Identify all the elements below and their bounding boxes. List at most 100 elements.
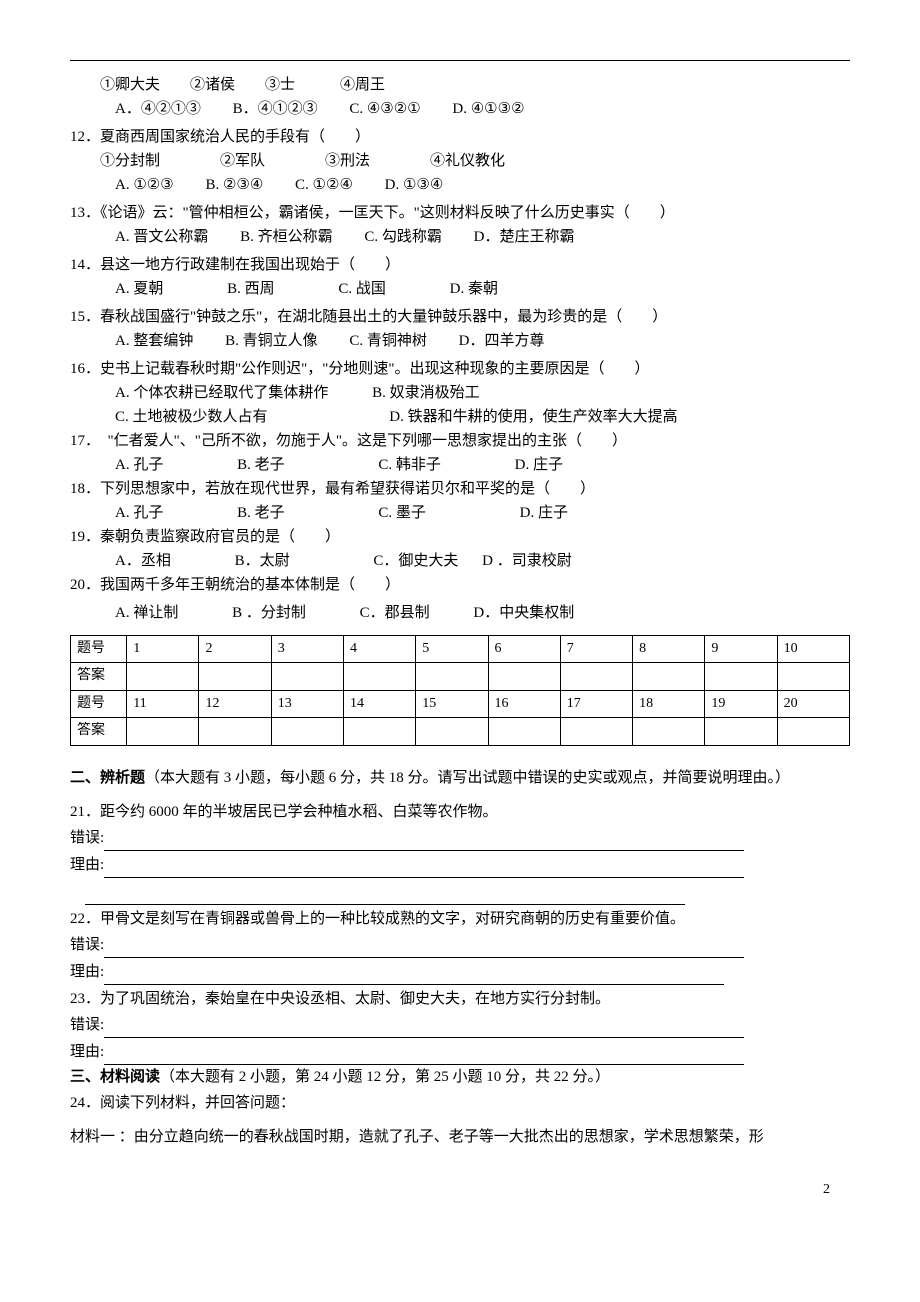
cell[interactable] [777, 718, 849, 745]
q11-choice-a: A．④②①③ [115, 97, 201, 121]
q11-options-enum: ①卿大夫 ②诸侯 ③士 ④周王 [70, 73, 850, 97]
cell: 6 [488, 636, 560, 663]
q22-error-line: 错误: [70, 933, 850, 958]
q14-choice-b: B. 西周 [227, 277, 275, 301]
section2-desc: （本大题有 3 小题，每小题 6 分，共 18 分。请写出试题中错误的史实或观点… [145, 770, 790, 786]
cell[interactable] [271, 718, 343, 745]
q17-choice-b: B. 老子 [237, 453, 285, 477]
q21-stem: 21．距今约 6000 年的半坡居民已学会种植水稻、白菜等农作物。 [70, 800, 850, 824]
fill-line[interactable] [104, 1013, 744, 1038]
cell[interactable] [127, 718, 199, 745]
cell[interactable] [416, 663, 488, 690]
fill-line[interactable] [104, 826, 744, 851]
row2-label: 答案 [71, 663, 127, 690]
q12-choices: A. ①②③ B. ②③④ C. ①②④ D. ①③④ [70, 173, 850, 197]
row1-label: 题号 [71, 636, 127, 663]
q16-choice-c: C. 土地被极少数人占有 [115, 405, 268, 429]
q21-reason-line-2 [70, 880, 850, 905]
q18-stem: 18．下列思想家中，若放在现代世界，最有希望获得诺贝尔和平奖的是（ ） [70, 477, 850, 501]
q18-choice-b: B. 老子 [237, 501, 285, 525]
q20-choices: A. 禅让制 B ．分封制 C．郡县制 D．中央集权制 [70, 601, 850, 625]
q13-choice-c: C. 勾践称霸 [364, 225, 442, 249]
cell[interactable] [777, 663, 849, 690]
cell[interactable] [705, 718, 777, 745]
fill-line[interactable] [85, 880, 685, 905]
q13-choice-a: A. 晋文公称霸 [115, 225, 208, 249]
q12-choice-b: B. ②③④ [205, 173, 263, 197]
q19-choice-d: D ．司隶校尉 [482, 549, 572, 573]
q14-choice-d: D. 秦朝 [450, 277, 498, 301]
cell[interactable] [344, 663, 416, 690]
q11-choice-b: B．④①②③ [233, 97, 318, 121]
q18-choices: A. 孔子 B. 老子 C. 墨子 D. 庄子 [70, 501, 850, 525]
q14-choice-c: C. 战国 [338, 277, 386, 301]
cell: 13 [271, 690, 343, 717]
q15-choice-d: D．四羊方尊 [459, 329, 545, 353]
section2-header: 二、辨析题（本大题有 3 小题，每小题 6 分，共 18 分。请写出试题中错误的… [70, 766, 850, 790]
cell: 3 [271, 636, 343, 663]
cell: 19 [705, 690, 777, 717]
fill-line[interactable] [104, 1040, 744, 1065]
cell[interactable] [488, 663, 560, 690]
q24-stem: 24．阅读下列材料，并回答问题： [70, 1091, 850, 1115]
q12-choice-d: D. ①③④ [385, 173, 444, 197]
section3-title: 三、材料阅读 [70, 1069, 160, 1085]
q15-choice-b: B. 青铜立人像 [225, 329, 318, 353]
cell[interactable] [127, 663, 199, 690]
q14-stem: 14．县这一地方行政建制在我国出现始于（ ） [70, 253, 850, 277]
fill-line[interactable] [104, 933, 744, 958]
cell[interactable] [416, 718, 488, 745]
cell[interactable] [199, 718, 271, 745]
q19-choice-a: A．丞相 [115, 549, 171, 573]
q19-choices: A．丞相 B．太尉 C．御史大夫 D ．司隶校尉 [70, 549, 850, 573]
q13-stem: 13．《论语》云："管仲相桓公，霸诸侯，一匡天下。"这则材料反映了什么历史事实（… [70, 201, 850, 225]
q11-choices: A．④②①③ B．④①②③ C. ④③②① D. ④①③② [70, 97, 850, 121]
cell: 20 [777, 690, 849, 717]
cell: 2 [199, 636, 271, 663]
cell[interactable] [344, 718, 416, 745]
cell: 17 [560, 690, 632, 717]
q17-choice-d: D. 庄子 [515, 453, 563, 477]
q12-stem: 12．夏商西周国家统治人民的手段有（ ） [70, 125, 850, 149]
q24-material1: 材料一 ：由分立趋向统一的春秋战国时期，造就了孔子、老子等一大批杰出的思想家，学… [70, 1125, 850, 1149]
q13-choices: A. 晋文公称霸 B. 齐桓公称霸 C. 勾践称霸 D．楚庄王称霸 [70, 225, 850, 249]
cell[interactable] [705, 663, 777, 690]
cell[interactable] [560, 718, 632, 745]
q16-choices-row2: C. 土地被极少数人占有 D. 铁器和牛耕的使用，使生产效率大大提高 [70, 405, 850, 429]
q19-choice-c: C．御史大夫 [373, 549, 458, 573]
q21-error-line: 错误: [70, 826, 850, 851]
cell[interactable] [633, 718, 705, 745]
table-row: 答案 [71, 663, 850, 690]
reason-label: 理由: [70, 857, 104, 873]
fill-line[interactable] [104, 960, 724, 985]
cell[interactable] [488, 718, 560, 745]
fill-line[interactable] [104, 853, 744, 878]
answer-grid-table: 题号 1 2 3 4 5 6 7 8 9 10 答案 题号 11 12 13 1… [70, 635, 850, 746]
error-label: 错误: [70, 830, 104, 846]
cell: 9 [705, 636, 777, 663]
section3-header: 三、材料阅读（本大题有 2 小题，第 24 小题 12 分，第 25 小题 10… [70, 1065, 850, 1089]
cell: 15 [416, 690, 488, 717]
cell: 8 [633, 636, 705, 663]
error-label: 错误: [70, 937, 104, 953]
q17-choices: A. 孔子 B. 老子 C. 韩非子 D. 庄子 [70, 453, 850, 477]
cell[interactable] [271, 663, 343, 690]
cell[interactable] [199, 663, 271, 690]
q12-choice-a: A. ①②③ [115, 173, 174, 197]
row4-label: 答案 [71, 718, 127, 745]
top-divider [70, 60, 850, 61]
table-row: 题号 1 2 3 4 5 6 7 8 9 10 [71, 636, 850, 663]
reason-label: 理由: [70, 964, 104, 980]
q18-choice-d: D. 庄子 [520, 501, 568, 525]
q15-choice-a: A. 整套编钟 [115, 329, 193, 353]
cell: 7 [560, 636, 632, 663]
cell[interactable] [560, 663, 632, 690]
q15-stem: 15．春秋战国盛行"钟鼓之乐"，在湖北随县出土的大量钟鼓乐器中，最为珍贵的是（ … [70, 305, 850, 329]
cell: 10 [777, 636, 849, 663]
q16-choice-d: D. 铁器和牛耕的使用，使生产效率大大提高 [389, 405, 677, 429]
q14-choices: A. 夏朝 B. 西周 C. 战国 D. 秦朝 [70, 277, 850, 301]
cell[interactable] [633, 663, 705, 690]
cell: 16 [488, 690, 560, 717]
q20-choice-b: B ．分封制 [232, 601, 306, 625]
q16-choices-row1: A. 个体农耕已经取代了集体耕作 B. 奴隶消极殆工 [70, 381, 850, 405]
